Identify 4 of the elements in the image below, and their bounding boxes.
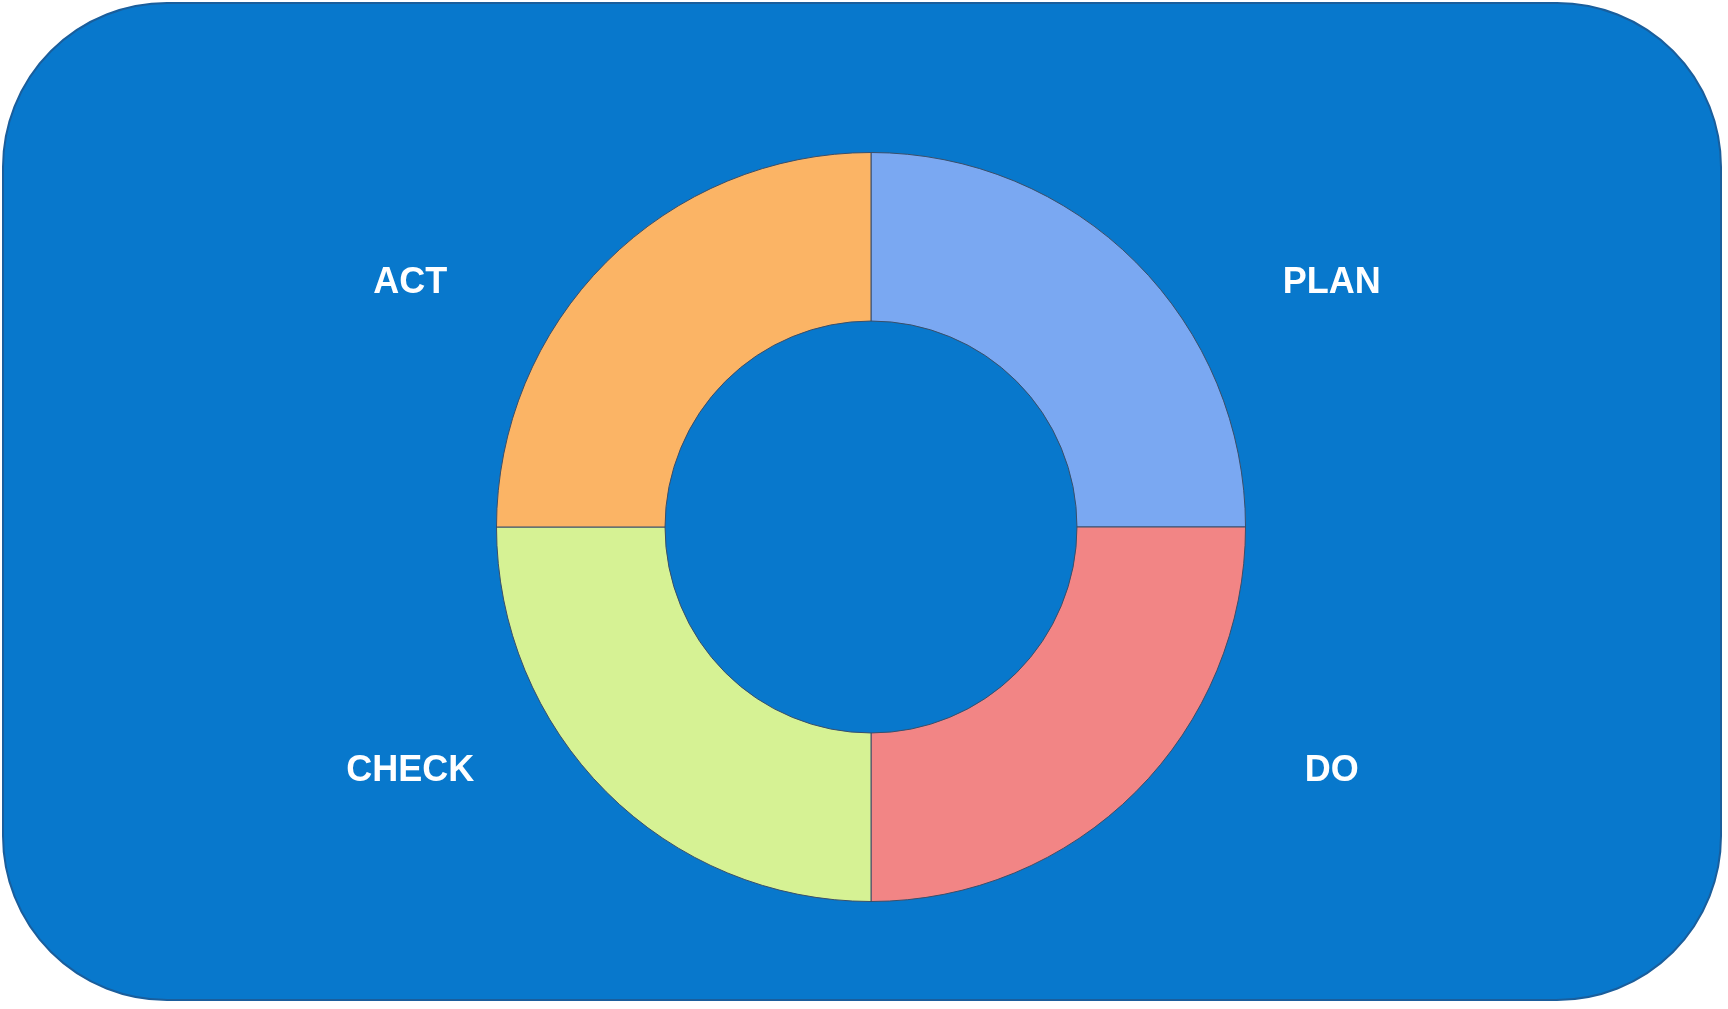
- slice-label: ACT: [373, 260, 448, 302]
- slice-label: PLAN: [1282, 260, 1381, 302]
- slice-label: CHECK: [346, 747, 475, 789]
- slice-label: DO: [1304, 747, 1359, 789]
